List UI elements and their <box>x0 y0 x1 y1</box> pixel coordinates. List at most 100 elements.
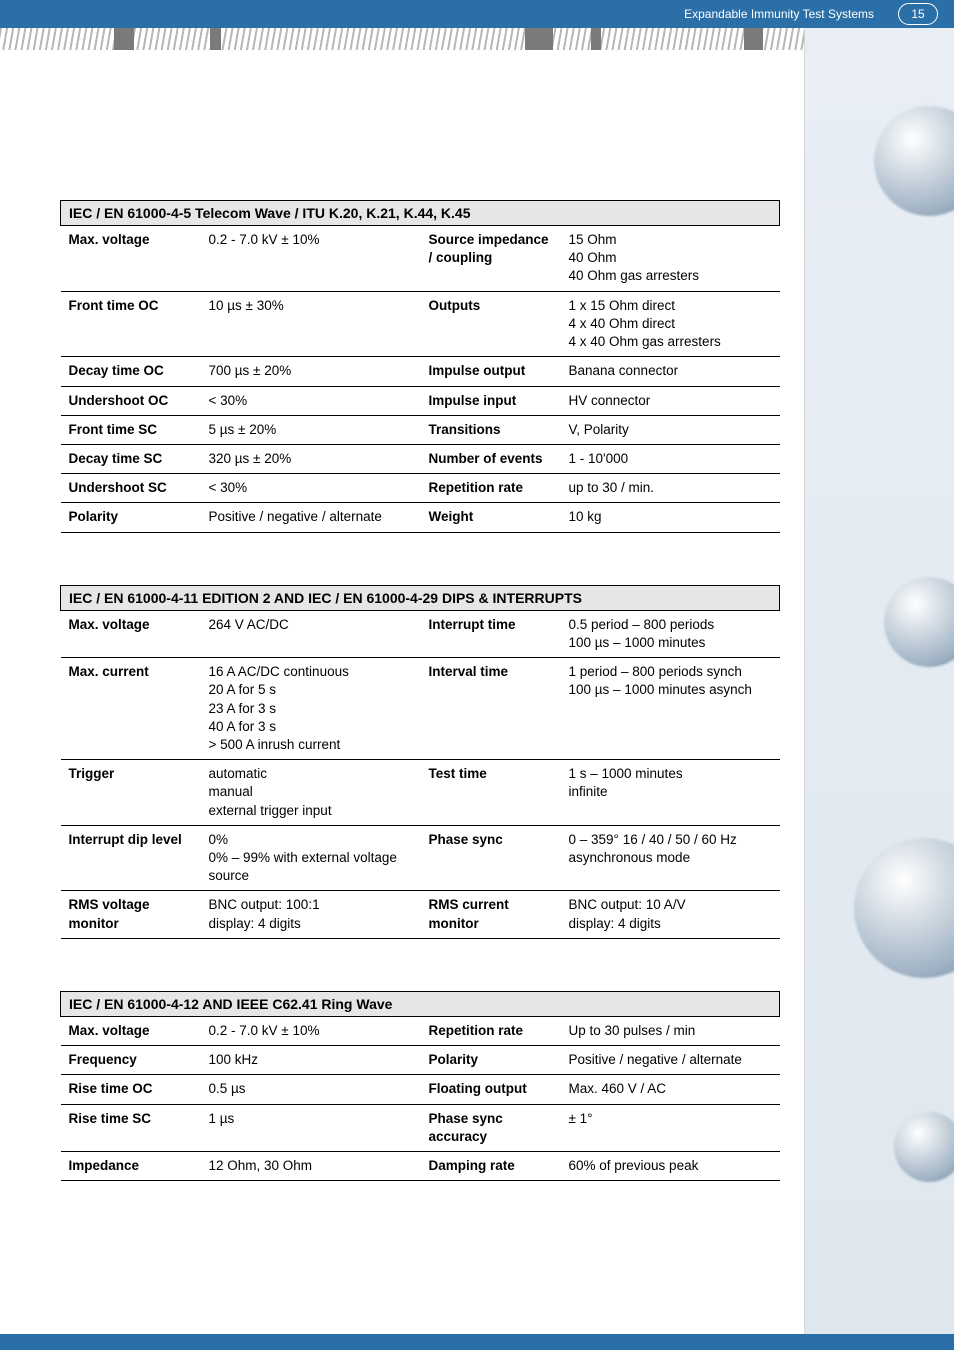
param-value: BNC output: 100:1display: 4 digits <box>201 891 421 938</box>
param-label: Trigger <box>61 760 201 826</box>
table-row: Impedance12 Ohm, 30 OhmDamping rate60% o… <box>61 1152 780 1181</box>
param-value: up to 30 / min. <box>561 474 780 503</box>
param-label: Interrupt time <box>421 610 561 657</box>
table-title: IEC / EN 61000-4-12 AND IEEE C62.41 Ring… <box>61 991 780 1016</box>
param-value: ± 1° <box>561 1104 780 1151</box>
param-value: 320 µs ± 20% <box>201 444 421 473</box>
param-label: Damping rate <box>421 1152 561 1181</box>
table-row: Max. current16 A AC/DC continuous20 A fo… <box>61 658 780 760</box>
param-value: 0%0% – 99% with external voltage source <box>201 825 421 891</box>
param-label: Rise time OC <box>61 1075 201 1104</box>
param-value: Positive / negative / alternate <box>561 1046 780 1075</box>
param-label: Max. voltage <box>61 1016 201 1045</box>
decorative-sidebar-image <box>804 28 954 1334</box>
param-label: Front time OC <box>61 291 201 357</box>
page-number-badge: 15 <box>898 3 938 25</box>
param-label: Phase sync accuracy <box>421 1104 561 1151</box>
param-value: BNC output: 10 A/Vdisplay: 4 digits <box>561 891 780 938</box>
param-value: automaticmanualexternal trigger input <box>201 760 421 826</box>
param-label: Max. voltage <box>61 226 201 292</box>
table-row: RMS voltage monitorBNC output: 100:1disp… <box>61 891 780 938</box>
param-label: Source impedance / coupling <box>421 226 561 292</box>
param-value: 10 kg <box>561 503 780 532</box>
param-label: Transitions <box>421 415 561 444</box>
param-value: 12 Ohm, 30 Ohm <box>201 1152 421 1181</box>
param-value: 5 µs ± 20% <box>201 415 421 444</box>
param-label: Outputs <box>421 291 561 357</box>
param-label: Interrupt dip level <box>61 825 201 891</box>
content-area: IEC / EN 61000-4-5 Telecom Wave / ITU K.… <box>60 200 780 1233</box>
param-label: Decay time OC <box>61 357 201 386</box>
param-value: 1 x 15 Ohm direct4 x 40 Ohm direct4 x 40… <box>561 291 780 357</box>
table-row: Max. voltage0.2 - 7.0 kV ± 10%Source imp… <box>61 226 780 292</box>
param-value: 16 A AC/DC continuous20 A for 5 s23 A fo… <box>201 658 421 760</box>
param-label: Interval time <box>421 658 561 760</box>
param-label: Impedance <box>61 1152 201 1181</box>
param-value: 700 µs ± 20% <box>201 357 421 386</box>
param-label: Max. voltage <box>61 610 201 657</box>
table-row: Max. voltage264 V AC/DCInterrupt time0.5… <box>61 610 780 657</box>
spec-table: IEC / EN 61000-4-12 AND IEEE C62.41 Ring… <box>60 991 780 1181</box>
param-value: 1 s – 1000 minutesinfinite <box>561 760 780 826</box>
table-row: Decay time OC700 µs ± 20%Impulse outputB… <box>61 357 780 386</box>
param-label: Frequency <box>61 1046 201 1075</box>
param-value: 1 µs <box>201 1104 421 1151</box>
param-value: 15 Ohm40 Ohm40 Ohm gas arresters <box>561 226 780 292</box>
param-value: Positive / negative / alternate <box>201 503 421 532</box>
param-label: Repetition rate <box>421 1016 561 1045</box>
footer-bar <box>0 1334 954 1350</box>
param-value: 60% of previous peak <box>561 1152 780 1181</box>
param-label: Polarity <box>61 503 201 532</box>
param-label: RMS voltage monitor <box>61 891 201 938</box>
param-value: 0.2 - 7.0 kV ± 10% <box>201 1016 421 1045</box>
param-value: Banana connector <box>561 357 780 386</box>
param-label: Undershoot OC <box>61 386 201 415</box>
param-label: Phase sync <box>421 825 561 891</box>
param-label: RMS current monitor <box>421 891 561 938</box>
table-row: Rise time SC1 µsPhase sync accuracy± 1° <box>61 1104 780 1151</box>
param-label: Test time <box>421 760 561 826</box>
param-label: Repetition rate <box>421 474 561 503</box>
param-value: 0.2 - 7.0 kV ± 10% <box>201 226 421 292</box>
table-row: Front time OC10 µs ± 30%Outputs1 x 15 Oh… <box>61 291 780 357</box>
param-value: Max. 460 V / AC <box>561 1075 780 1104</box>
table-row: Undershoot OC< 30%Impulse inputHV connec… <box>61 386 780 415</box>
param-value: < 30% <box>201 386 421 415</box>
param-value: 1 period – 800 periods synch100 µs – 100… <box>561 658 780 760</box>
table-row: Max. voltage0.2 - 7.0 kV ± 10%Repetition… <box>61 1016 780 1045</box>
param-label: Impulse input <box>421 386 561 415</box>
table-row: Frequency100 kHzPolarityPositive / negat… <box>61 1046 780 1075</box>
table-row: Rise time OC0.5 µsFloating outputMax. 46… <box>61 1075 780 1104</box>
param-value: 10 µs ± 30% <box>201 291 421 357</box>
param-label: Impulse output <box>421 357 561 386</box>
param-value: 0 – 359° 16 / 40 / 50 / 60 Hzasynchronou… <box>561 825 780 891</box>
param-label: Floating output <box>421 1075 561 1104</box>
param-value: Up to 30 pulses / min <box>561 1016 780 1045</box>
table-row: Decay time SC320 µs ± 20%Number of event… <box>61 444 780 473</box>
table-row: Interrupt dip level0%0% – 99% with exter… <box>61 825 780 891</box>
param-label: Polarity <box>421 1046 561 1075</box>
param-label: Front time SC <box>61 415 201 444</box>
param-label: Weight <box>421 503 561 532</box>
param-value: V, Polarity <box>561 415 780 444</box>
param-label: Decay time SC <box>61 444 201 473</box>
param-value: < 30% <box>201 474 421 503</box>
table-title: IEC / EN 61000-4-5 Telecom Wave / ITU K.… <box>61 201 780 226</box>
table-row: Triggerautomaticmanualexternal trigger i… <box>61 760 780 826</box>
spec-table: IEC / EN 61000-4-11 EDITION 2 AND IEC / … <box>60 585 780 939</box>
header-band: Expandable Immunity Test Systems <box>0 0 954 28</box>
spec-table: IEC / EN 61000-4-5 Telecom Wave / ITU K.… <box>60 200 780 533</box>
param-label: Number of events <box>421 444 561 473</box>
param-value: 100 kHz <box>201 1046 421 1075</box>
param-value: 264 V AC/DC <box>201 610 421 657</box>
table-row: PolarityPositive / negative / alternateW… <box>61 503 780 532</box>
table-title: IEC / EN 61000-4-11 EDITION 2 AND IEC / … <box>61 585 780 610</box>
param-label: Max. current <box>61 658 201 760</box>
param-label: Rise time SC <box>61 1104 201 1151</box>
param-value: 0.5 period – 800 periods100 µs – 1000 mi… <box>561 610 780 657</box>
table-row: Front time SC5 µs ± 20%TransitionsV, Pol… <box>61 415 780 444</box>
param-value: 0.5 µs <box>201 1075 421 1104</box>
param-value: 1 - 10'000 <box>561 444 780 473</box>
table-row: Undershoot SC< 30%Repetition rateup to 3… <box>61 474 780 503</box>
breadcrumb: Expandable Immunity Test Systems <box>684 7 874 21</box>
